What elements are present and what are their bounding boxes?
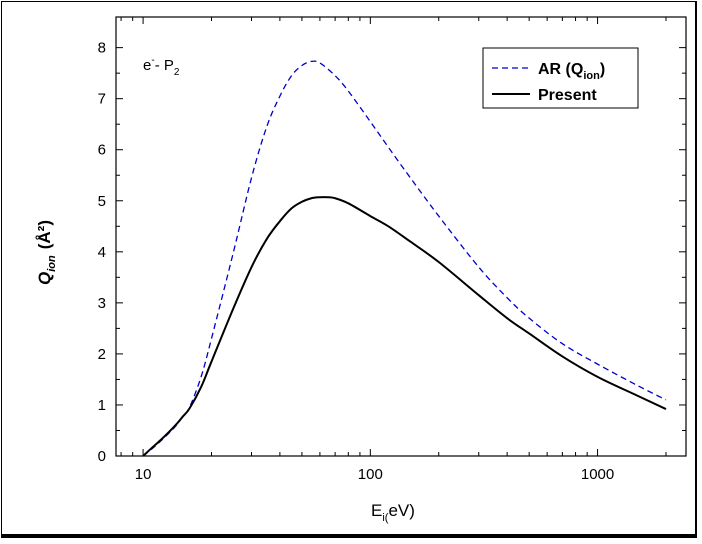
y-tick-label: 0 (98, 448, 106, 465)
y-tick-label: 8 (98, 40, 106, 57)
y-tick-label: 7 (98, 91, 106, 108)
y-tick-label: 4 (98, 244, 106, 261)
legend-box (482, 47, 639, 109)
y-tick-label: 2 (98, 346, 106, 363)
x-tick-label: 1000 (581, 466, 614, 483)
y-axis-title: Qion(Å²) (35, 220, 58, 285)
x-tick-label: 100 (358, 466, 383, 483)
axes: 0 1 2 3 4 5 6 7 8 10 100 1000 (98, 16, 687, 483)
x-tick-label: 10 (135, 466, 152, 483)
y-tick-label: 1 (98, 397, 106, 414)
series-line-ar (142, 60, 667, 457)
plot-border (115, 16, 687, 457)
y-tick-label: 5 (98, 193, 106, 210)
plot-annotation: e-- P2 (143, 55, 180, 78)
figure-frame (1, 1, 697, 538)
y-tick-label: 6 (98, 142, 106, 159)
series-layer (142, 60, 667, 457)
y-tick-label: 3 (98, 295, 106, 312)
x-axis-title: Ei(eV) (371, 501, 415, 524)
series-line-present (142, 196, 667, 457)
legend-label-ar: AR (Qion) (538, 61, 605, 82)
legend: AR (Qion) Present (482, 47, 639, 109)
legend-label-present: Present (538, 87, 597, 104)
